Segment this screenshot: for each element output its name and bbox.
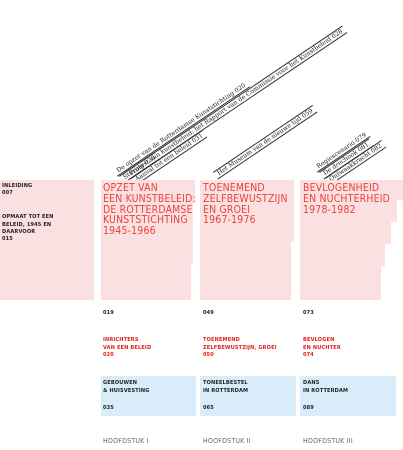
chapter-2-steps	[286, 180, 294, 300]
opmaat-page: 015	[2, 236, 13, 242]
chapter-1-section-red[interactable]: INRICHTERS VAN EEN BELEID	[103, 337, 152, 351]
diagonal-label: Het Museum van de nieuwe tijd 059	[213, 104, 318, 180]
chapter-3-blue-panel	[300, 376, 396, 416]
chapter-1-section-blue[interactable]: GEBOUWEN & HUISVESTING	[103, 380, 150, 394]
chapter-3-footer: HOOFDSTUK III	[303, 437, 353, 445]
chapter-2-title[interactable]: TOENEMEND ZELFBEWUSTZIJN EN GROEI 1967-1…	[203, 182, 288, 227]
chapter-3-section-blue-page: 089	[303, 405, 314, 411]
chapter-2-blue-panel	[200, 376, 296, 416]
chapter-2-section-red-page: 050	[203, 352, 214, 358]
chapter-1-title[interactable]: OPZET VAN EEN KUNSTBELEID: DE ROTTERDAMS…	[103, 182, 196, 238]
chapter-1-section-blue-page: 035	[103, 405, 114, 411]
chapter-1-steps	[187, 180, 195, 300]
chapter-2-section-red[interactable]: TOENEMEND ZELFBEWUSTZIJN, GROEI	[203, 337, 277, 351]
opmaat-heading[interactable]: OPMAAT TOT EEN BELEID, 1945 EN DAARVOOR	[2, 214, 54, 235]
chapter-3-panel	[300, 180, 377, 300]
chapter-3-steps	[377, 180, 403, 300]
chapter-1-panel	[101, 180, 187, 300]
chapter-3-section-red[interactable]: BEVLOGEN EN NUCHTER	[303, 337, 341, 351]
intro-panel	[0, 180, 94, 300]
chapter-3-page: 073	[303, 310, 314, 316]
intro-page: 007	[2, 190, 13, 196]
intro-heading[interactable]: INLEIDING	[2, 183, 33, 189]
chapter-2-footer: HOOFDSTUK II	[203, 437, 251, 445]
chapter-2-page: 049	[203, 310, 214, 316]
chapter-1-footer: HOOFDSTUK I	[103, 437, 149, 445]
chapter-2-section-blue[interactable]: TONEELBESTEL IN ROTTERDAM	[203, 380, 249, 394]
chapter-1-section-red-page: 020	[103, 352, 114, 358]
chapter-2-panel	[200, 180, 286, 300]
chapter-3-section-blue[interactable]: DANS IN ROTTERDAM	[303, 380, 349, 394]
chapter-2-section-blue-page: 065	[203, 405, 214, 411]
chapter-1-page: 019	[103, 310, 114, 316]
chapter-3-title[interactable]: BEVLOGENHEID EN NUCHTERHEID 1978-1982	[303, 182, 391, 216]
chapter-1-blue-panel	[101, 376, 196, 416]
chapter-3-section-red-page: 074	[303, 352, 314, 358]
